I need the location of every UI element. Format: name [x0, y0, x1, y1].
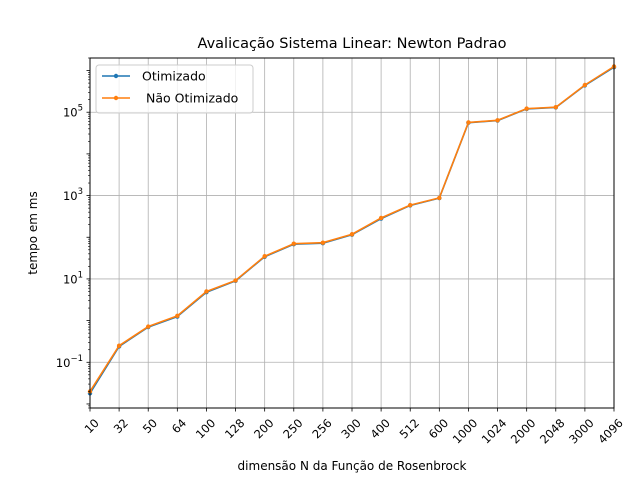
data-point-nao-otimizado [408, 202, 413, 208]
data-point-nao-otimizado [349, 232, 355, 237]
data-point-nao-otimizado [378, 215, 384, 221]
data-point-nao-otimizado [291, 241, 296, 246]
legend-marker-otimizado [113, 73, 119, 79]
data-point-nao-otimizado [582, 82, 588, 88]
legend-box [95, 64, 254, 114]
legend-label-otimizado: Otimizado [142, 69, 206, 84]
y-tick-label: 105 [63, 104, 83, 120]
data-point-nao-otimizado [524, 106, 529, 111]
legend-label-nao-otimizado: Não Otimizado [142, 91, 238, 106]
series-nao-otimizado [87, 64, 617, 394]
y-tick-label: 10−1 [56, 354, 83, 370]
data-point-nao-otimizado [466, 120, 471, 125]
series-layer [87, 64, 617, 396]
data-point-nao-otimizado [175, 313, 180, 319]
legend: Otimizado Não Otimizado [95, 64, 254, 114]
chart-title: Avalicação Sistema Linear: Newton Padrao [198, 36, 507, 52]
y-tick-label: 103 [63, 187, 83, 203]
data-point-nao-otimizado [262, 254, 267, 259]
data-point-nao-otimizado [116, 343, 122, 348]
y-tick-label: 101 [63, 270, 83, 286]
x-axis-label: dimensão N da Função de Rosenbrock [238, 459, 467, 473]
data-point-nao-otimizado [320, 240, 326, 245]
data-point-nao-otimizado [437, 195, 442, 201]
legend-marker-nao-otimizado [113, 95, 119, 101]
y-axis-label: tempo em ms [26, 191, 40, 274]
data-point-nao-otimizado [204, 289, 209, 294]
data-point-nao-otimizado [233, 278, 238, 283]
data-point-nao-otimizado [495, 118, 500, 123]
data-point-nao-otimizado [146, 324, 151, 329]
data-point-nao-otimizado [553, 104, 558, 110]
